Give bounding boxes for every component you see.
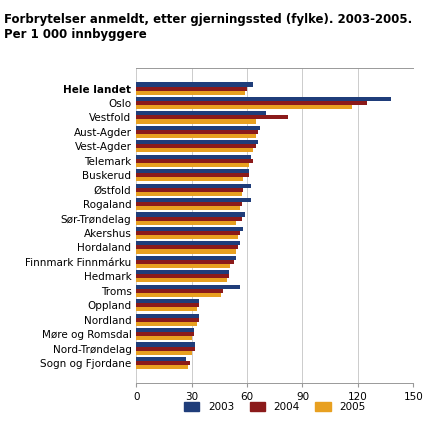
Bar: [136, 155, 251, 159]
Bar: [136, 206, 240, 210]
Bar: [136, 264, 230, 268]
Text: Forbrytelser anmeldt, etter gjerningssted (fylke). 2003-2005.
Per 1 000 innbygge: Forbrytelser anmeldt, etter gjerningsste…: [4, 13, 412, 41]
Bar: [136, 307, 197, 311]
Bar: [136, 365, 188, 369]
Bar: [136, 163, 249, 167]
Bar: [136, 285, 240, 289]
Bar: [136, 184, 251, 187]
Bar: [136, 97, 391, 101]
Bar: [136, 192, 242, 196]
Bar: [136, 187, 243, 192]
Bar: [136, 159, 253, 163]
Bar: [136, 169, 249, 173]
Bar: [136, 260, 234, 264]
Bar: [136, 293, 221, 297]
Bar: [136, 83, 253, 86]
Bar: [136, 144, 256, 148]
Bar: [136, 111, 265, 115]
Bar: [136, 322, 197, 326]
Bar: [136, 328, 193, 332]
Bar: [136, 289, 223, 293]
Bar: [136, 216, 242, 221]
Bar: [136, 346, 196, 351]
Bar: [136, 343, 196, 346]
Bar: [136, 213, 245, 216]
Bar: [136, 336, 192, 340]
Bar: [136, 245, 238, 250]
Bar: [136, 299, 199, 303]
Bar: [136, 256, 236, 260]
Bar: [136, 270, 229, 274]
Bar: [136, 227, 243, 231]
Bar: [136, 250, 236, 253]
Bar: [136, 202, 242, 206]
Bar: [136, 318, 199, 322]
Bar: [136, 357, 186, 361]
Bar: [136, 130, 258, 134]
Bar: [136, 303, 199, 307]
Bar: [136, 119, 256, 124]
Bar: [136, 361, 190, 365]
Bar: [136, 140, 258, 144]
Bar: [136, 231, 240, 235]
Bar: [136, 101, 367, 105]
Bar: [136, 332, 193, 336]
Bar: [136, 115, 288, 119]
Bar: [136, 314, 199, 318]
Bar: [136, 235, 238, 239]
Bar: [136, 91, 245, 95]
Bar: [136, 134, 256, 138]
Bar: [136, 126, 260, 130]
Bar: [136, 177, 243, 181]
Legend: 2003, 2004, 2005: 2003, 2004, 2005: [180, 397, 370, 416]
Bar: [136, 274, 229, 278]
Bar: [136, 242, 240, 245]
Bar: [136, 198, 251, 202]
Bar: [136, 278, 227, 282]
Bar: [136, 221, 236, 225]
Bar: [136, 173, 249, 177]
Bar: [136, 86, 247, 91]
Bar: [136, 351, 192, 354]
Bar: [136, 148, 253, 153]
Bar: [136, 105, 352, 109]
